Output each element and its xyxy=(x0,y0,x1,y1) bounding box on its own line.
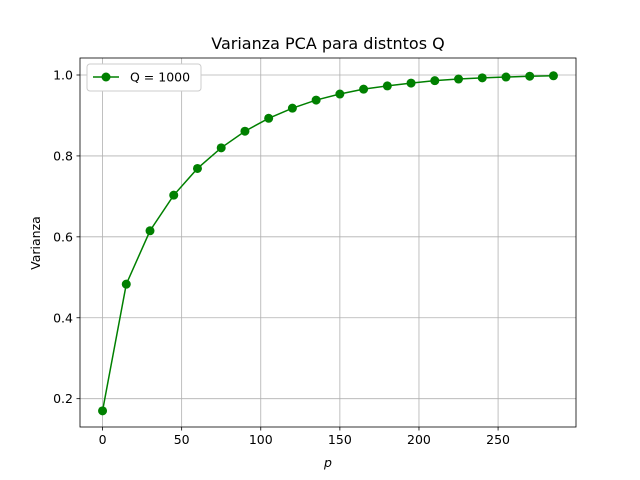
data-point xyxy=(430,76,440,86)
data-point xyxy=(359,84,369,94)
chart-title: Varianza PCA para distntos Q xyxy=(211,34,444,53)
axis-ticks: 0 50 100 150 200 250 0.2 0.4 0.6 0.8 1.0 xyxy=(53,67,510,447)
legend-marker-swatch xyxy=(101,72,111,82)
data-point xyxy=(192,163,202,173)
data-point xyxy=(382,81,392,91)
data-point xyxy=(335,89,345,99)
x-tick-label: 250 xyxy=(486,432,510,447)
data-point xyxy=(548,71,558,81)
x-tick-label: 100 xyxy=(249,432,273,447)
x-tick-label: 0 xyxy=(99,432,107,447)
data-point xyxy=(477,73,487,83)
data-point xyxy=(264,113,274,123)
legend: Q = 1000 xyxy=(86,63,202,92)
x-tick-label: 50 xyxy=(174,432,190,447)
plot-frame xyxy=(79,57,577,428)
y-tick-label: 0.8 xyxy=(53,148,73,163)
data-point xyxy=(169,190,179,200)
x-tick-label: 150 xyxy=(328,432,352,447)
data-point xyxy=(311,95,321,105)
data-point xyxy=(406,78,416,88)
y-tick-label: 0.4 xyxy=(53,310,73,325)
series-layer xyxy=(98,71,558,416)
legend-label: Q = 1000 xyxy=(130,70,190,85)
data-point xyxy=(216,143,226,153)
data-point xyxy=(501,72,511,82)
y-tick-label: 1.0 xyxy=(53,67,73,82)
grid-lines xyxy=(80,58,576,427)
series-line xyxy=(101,75,554,411)
data-point xyxy=(287,103,297,113)
data-point xyxy=(98,406,108,416)
x-axis-label: p xyxy=(323,455,332,470)
data-point xyxy=(525,71,535,81)
y-tick-label: 0.6 xyxy=(53,229,73,244)
legend-box xyxy=(86,63,202,92)
y-axis-label: Varianza xyxy=(28,216,43,270)
data-point xyxy=(121,279,131,289)
x-tick-label: 200 xyxy=(407,432,431,447)
data-point xyxy=(454,74,464,84)
data-point xyxy=(240,126,250,136)
data-point xyxy=(145,226,155,236)
y-tick-label: 0.2 xyxy=(53,391,73,406)
